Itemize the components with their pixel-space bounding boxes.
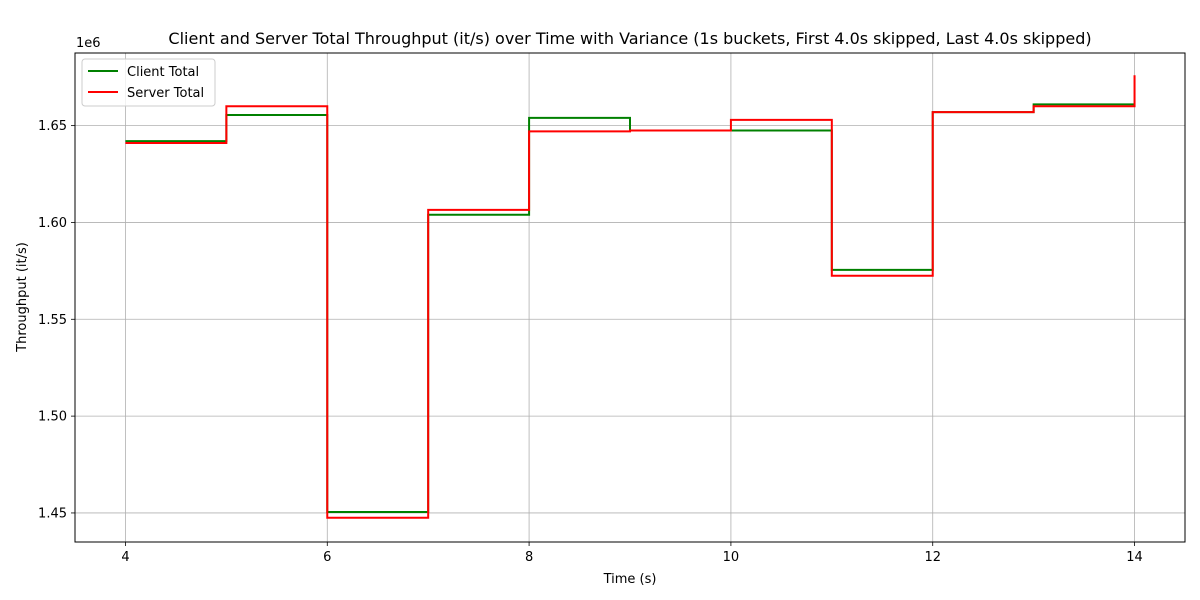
y-tick-label: 1.60 bbox=[38, 216, 67, 231]
y-tick-label: 1.45 bbox=[38, 506, 67, 521]
y-tick-label: 1.65 bbox=[38, 119, 67, 134]
x-tick-label: 14 bbox=[1126, 550, 1143, 565]
legend: Client Total Server Total bbox=[82, 59, 215, 106]
x-tick-label: 10 bbox=[723, 550, 740, 565]
x-axis-label: Time (s) bbox=[603, 572, 657, 587]
legend-label-server: Server Total bbox=[127, 86, 204, 101]
y-tick-label: 1.50 bbox=[38, 410, 67, 425]
x-tick-label: 12 bbox=[924, 550, 941, 565]
y-tick-label: 1.55 bbox=[38, 313, 67, 328]
y-offset-label: 1e6 bbox=[76, 36, 101, 51]
x-tick-label: 4 bbox=[121, 550, 129, 565]
x-tick-label: 6 bbox=[323, 550, 331, 565]
chart-title: Client and Server Total Throughput (it/s… bbox=[168, 29, 1091, 48]
x-tick-label: 8 bbox=[525, 550, 533, 565]
legend-label-client: Client Total bbox=[127, 65, 199, 80]
y-axis-label: Throughput (it/s) bbox=[15, 242, 30, 353]
